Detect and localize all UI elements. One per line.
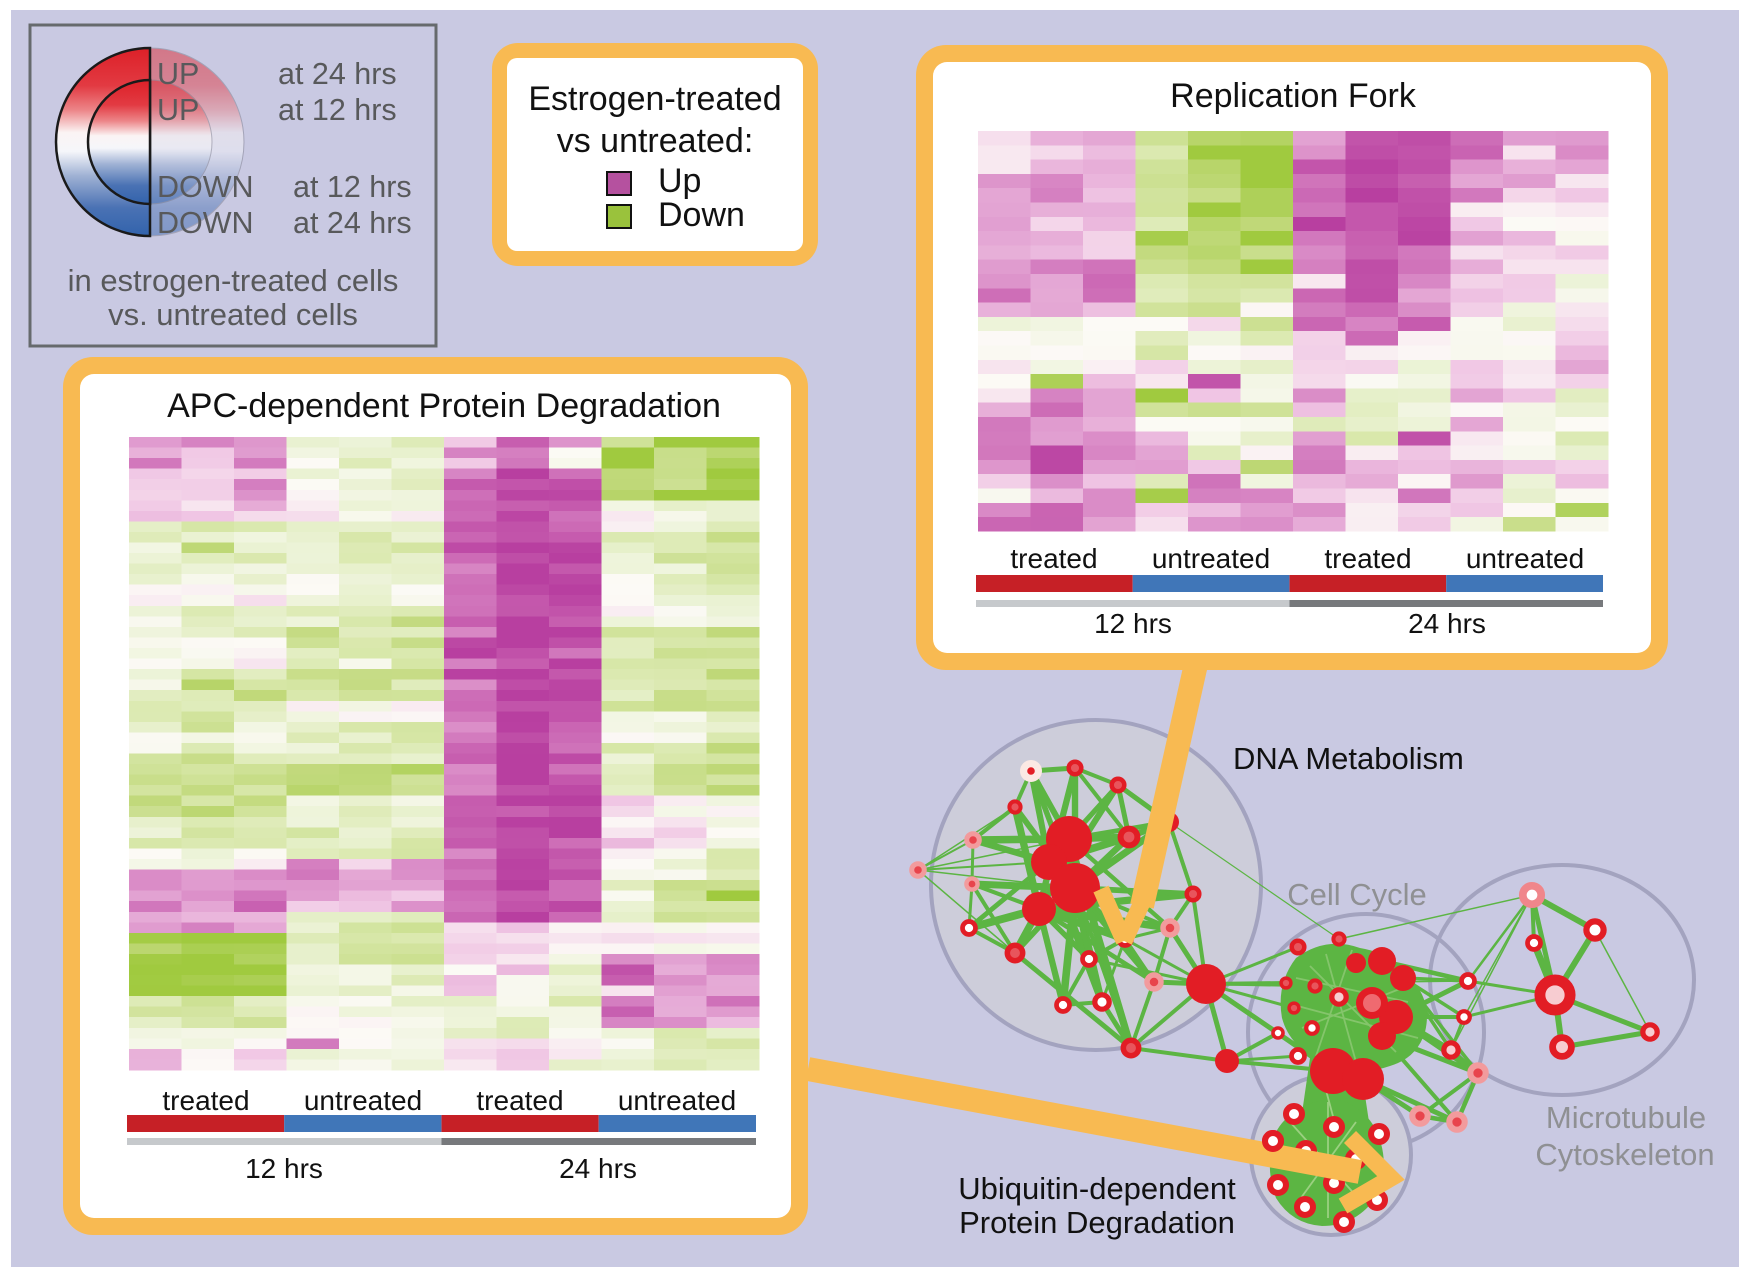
- svg-text:APC-dependent Protein Degradat: APC-dependent Protein Degradation: [167, 387, 721, 425]
- svg-text:untreated: untreated: [618, 1085, 736, 1116]
- svg-text:vs untreated:: vs untreated:: [557, 122, 754, 160]
- svg-text:at 24 hrs: at 24 hrs: [278, 57, 397, 91]
- svg-text:untreated: untreated: [1466, 543, 1584, 574]
- svg-text:at 24 hrs: at 24 hrs: [293, 206, 412, 240]
- svg-text:UP: UP: [157, 57, 199, 91]
- svg-text:Ubiquitin-dependent: Ubiquitin-dependent: [958, 1171, 1236, 1206]
- svg-text:vs. untreated cells: vs. untreated cells: [108, 297, 358, 332]
- svg-text:in estrogen-treated cells: in estrogen-treated cells: [68, 263, 399, 298]
- svg-text:at 12 hrs: at 12 hrs: [293, 170, 412, 204]
- svg-text:UP: UP: [157, 93, 199, 127]
- svg-text:at 12 hrs: at 12 hrs: [278, 93, 397, 127]
- svg-text:treated: treated: [1010, 543, 1097, 574]
- svg-text:Cell Cycle: Cell Cycle: [1287, 877, 1427, 912]
- svg-text:treated: treated: [476, 1085, 563, 1116]
- svg-text:24 hrs: 24 hrs: [559, 1153, 637, 1184]
- svg-text:Up: Up: [658, 162, 701, 200]
- svg-text:untreated: untreated: [1152, 543, 1270, 574]
- svg-text:treated: treated: [162, 1085, 249, 1116]
- svg-text:treated: treated: [1324, 543, 1411, 574]
- svg-text:Protein Degradation: Protein Degradation: [959, 1205, 1235, 1240]
- svg-text:DNA Metabolism: DNA Metabolism: [1233, 741, 1464, 776]
- svg-text:24 hrs: 24 hrs: [1408, 608, 1486, 639]
- svg-text:Cytoskeleton: Cytoskeleton: [1535, 1137, 1714, 1172]
- svg-text:Estrogen-treated: Estrogen-treated: [528, 80, 781, 118]
- svg-text:DOWN: DOWN: [157, 170, 254, 204]
- svg-text:Replication Fork: Replication Fork: [1170, 77, 1417, 115]
- svg-text:12 hrs: 12 hrs: [245, 1153, 323, 1184]
- svg-text:untreated: untreated: [304, 1085, 422, 1116]
- svg-text:Microtubule: Microtubule: [1546, 1100, 1706, 1135]
- svg-text:12 hrs: 12 hrs: [1094, 608, 1172, 639]
- svg-text:DOWN: DOWN: [157, 206, 254, 240]
- svg-text:Down: Down: [658, 196, 745, 234]
